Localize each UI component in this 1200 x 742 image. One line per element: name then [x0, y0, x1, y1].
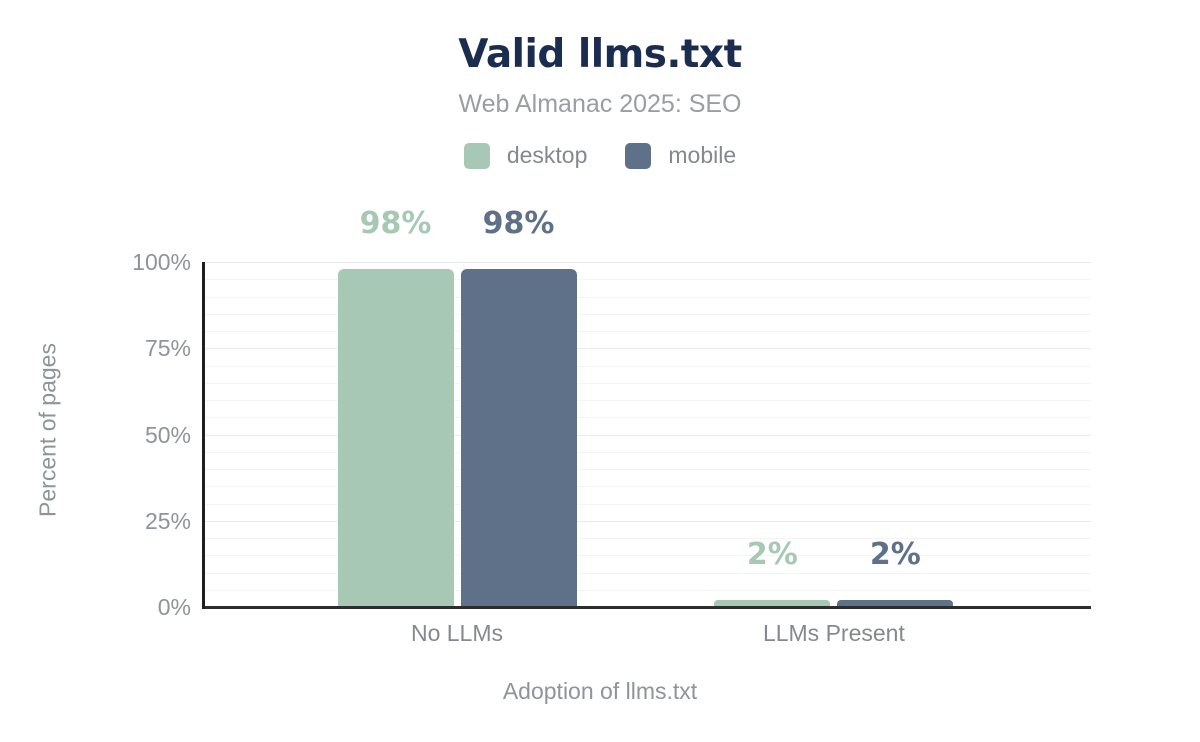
- y-tick-label-0%: 0%: [157, 594, 191, 620]
- x-category-label-0: No LLMs: [410, 620, 504, 646]
- legend-item-mobile[interactable]: mobile: [625, 142, 736, 169]
- gridline-70pct: [203, 365, 1091, 367]
- desktop-series-swatch: [463, 142, 490, 169]
- y-tick-label-100%: 100%: [132, 249, 191, 275]
- value-label-desktop-0: 98%: [359, 205, 432, 241]
- gridline-50pct: [203, 434, 1091, 436]
- gridline-65pct: [203, 382, 1091, 384]
- gridline-45pct: [203, 451, 1091, 453]
- bar-desktop-llms-present[interactable]: [714, 600, 831, 607]
- legend-item-desktop[interactable]: desktop: [463, 142, 588, 169]
- gridline-80pct: [203, 331, 1091, 332]
- x-axis-line: [203, 606, 1091, 609]
- bar-mobile-no-llms[interactable]: [460, 268, 577, 607]
- gridline-40pct: [203, 469, 1091, 470]
- y-tick-label-25%: 25%: [144, 507, 191, 534]
- gridline-10pct: [203, 572, 1091, 574]
- gridline-15pct: [203, 555, 1091, 557]
- value-label-desktop-1: 2%: [746, 537, 798, 573]
- x-axis-title: Adoption of llms.txt: [502, 678, 698, 704]
- gridline-85pct: [203, 313, 1091, 315]
- gridline-5pct: [203, 589, 1091, 591]
- mobile-series-swatch: [625, 142, 652, 169]
- gridline-35pct: [203, 486, 1091, 488]
- legend-label-mobile: mobile: [668, 142, 737, 168]
- chart-title: Valid llms.txt: [458, 32, 742, 77]
- legend: desktop mobile: [0, 142, 1200, 169]
- legend-label-desktop: desktop: [506, 142, 588, 168]
- bar-mobile-llms-present[interactable]: [837, 600, 954, 607]
- gridline-20pct: [203, 538, 1091, 539]
- gridline-55pct: [203, 417, 1091, 419]
- y-tick-label-50%: 50%: [144, 421, 191, 448]
- y-tick-label-75%: 75%: [144, 335, 191, 362]
- x-category-label-1: LLMs Present: [762, 620, 905, 646]
- value-label-mobile-1: 2%: [869, 537, 921, 573]
- bar-desktop-no-llms[interactable]: [337, 268, 454, 607]
- gridline-100pct: [203, 262, 1091, 263]
- gridline-95pct: [203, 279, 1091, 281]
- gridline-25pct: [203, 520, 1091, 522]
- chart-subtitle: Web Almanac 2025: SEO: [458, 90, 742, 118]
- value-label-mobile-0: 98%: [482, 205, 555, 241]
- gridline-90pct: [203, 296, 1091, 298]
- y-axis-title: Percent of pages: [34, 343, 61, 517]
- gridline-30pct: [203, 503, 1091, 505]
- gridline-75pct: [203, 348, 1091, 350]
- y-axis-line: [202, 262, 205, 609]
- gridline-60pct: [203, 400, 1091, 401]
